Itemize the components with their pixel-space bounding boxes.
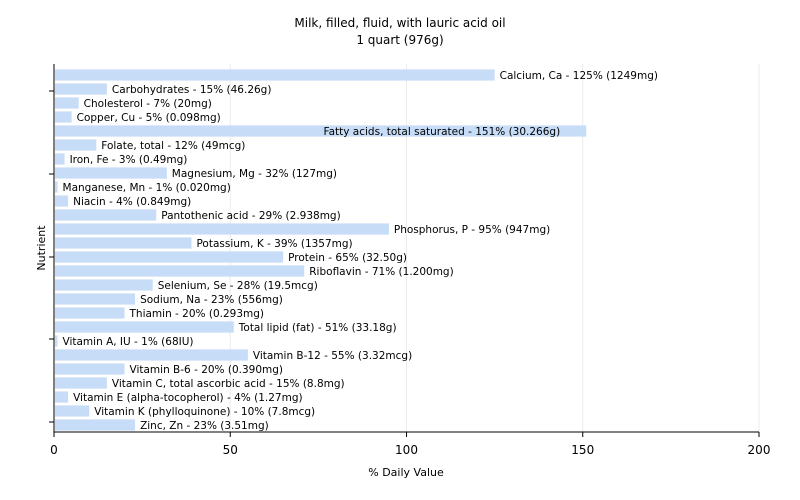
chart-subtitle: 1 quart (976g) [356, 33, 443, 47]
bar [55, 363, 125, 375]
bar [55, 223, 389, 235]
bar [55, 349, 248, 361]
bar-label: Niacin - 4% (0.849mg) [73, 196, 191, 208]
bar [55, 167, 167, 179]
bar [55, 69, 495, 81]
bar [55, 237, 192, 249]
bar-label: Potassium, K - 39% (1357mg) [196, 238, 352, 250]
bar [55, 125, 587, 137]
bar [55, 265, 305, 277]
bar [55, 83, 107, 95]
bar-label: Vitamin B-12 - 55% (3.32mcg) [253, 350, 412, 362]
bar-label: Vitamin E (alpha-tocopherol) - 4% (1.27m… [73, 392, 303, 404]
bar [55, 181, 58, 193]
bar-label: Iron, Fe - 3% (0.49mg) [70, 154, 188, 166]
bar [55, 377, 107, 389]
bar-label: Copper, Cu - 5% (0.098mg) [77, 112, 221, 124]
bar [55, 195, 69, 207]
bar-label: Sodium, Na - 23% (556mg) [140, 294, 283, 306]
x-axis-title: % Daily Value [368, 466, 444, 479]
x-tick-label: 150 [571, 443, 594, 457]
bar-label: Cholesterol - 7% (20mg) [84, 98, 212, 110]
bar [55, 293, 136, 305]
bar-label: Phosphorus, P - 95% (947mg) [394, 224, 550, 236]
x-tick-label: 50 [223, 443, 238, 457]
x-tick-label: 0 [50, 443, 58, 457]
bar-label: Folate, total - 12% (49mcg) [101, 140, 245, 152]
bar-labels: Calcium, Ca - 125% (1249mg) Carbohydrates… [63, 70, 658, 432]
bar-label: Manganese, Mn - 1% (0.020mg) [63, 182, 231, 194]
bar [55, 139, 97, 151]
bar-label: Protein - 65% (32.50g) [288, 252, 407, 264]
bar-label: Vitamin B-6 - 20% (0.390mg) [130, 364, 284, 376]
bar-label: Carbohydrates - 15% (46.26g) [112, 84, 272, 96]
bar-label: Fatty acids, total saturated - 151% (30.… [324, 126, 561, 138]
bar [55, 307, 125, 319]
bar-label: Thiamin - 20% (0.293mg) [129, 308, 265, 320]
bar [55, 97, 79, 109]
x-tick-label: 200 [748, 443, 771, 457]
bar-label: Calcium, Ca - 125% (1249mg) [500, 70, 658, 82]
bar [55, 321, 234, 333]
bar [55, 153, 65, 165]
chart-title: Milk, filled, fluid, with lauric acid oi… [294, 16, 505, 30]
bar-label: Vitamin K (phylloquinone) - 10% (7.8mcg) [94, 406, 315, 418]
bar [55, 335, 58, 347]
bar-label: Zinc, Zn - 23% (3.51mg) [140, 420, 269, 432]
bar-label: Vitamin A, IU - 1% (68IU) [63, 336, 194, 348]
bar [55, 209, 157, 221]
x-axis-ticks: 0 50 100 150 200 [50, 432, 770, 457]
y-axis-title: Nutrient [35, 225, 48, 271]
bar [55, 405, 90, 417]
bar-label: Magnesium, Mg - 32% (127mg) [172, 168, 337, 180]
bar-label: Total lipid (fat) - 51% (33.18g) [238, 322, 397, 334]
bar-label: Pantothenic acid - 29% (2.938mg) [161, 210, 340, 222]
bar [55, 251, 284, 263]
bar-series [55, 69, 587, 431]
gridlines [229, 64, 760, 432]
bar [55, 111, 72, 123]
bar [55, 391, 69, 403]
bar [55, 419, 136, 431]
bar-label: Vitamin C, total ascorbic acid - 15% (8.… [112, 378, 345, 390]
bar-label: Riboflavin - 71% (1.200mg) [309, 266, 453, 278]
x-tick-label: 100 [395, 443, 418, 457]
bar [55, 279, 153, 291]
bar-label: Selenium, Se - 28% (19.5mcg) [158, 280, 318, 292]
